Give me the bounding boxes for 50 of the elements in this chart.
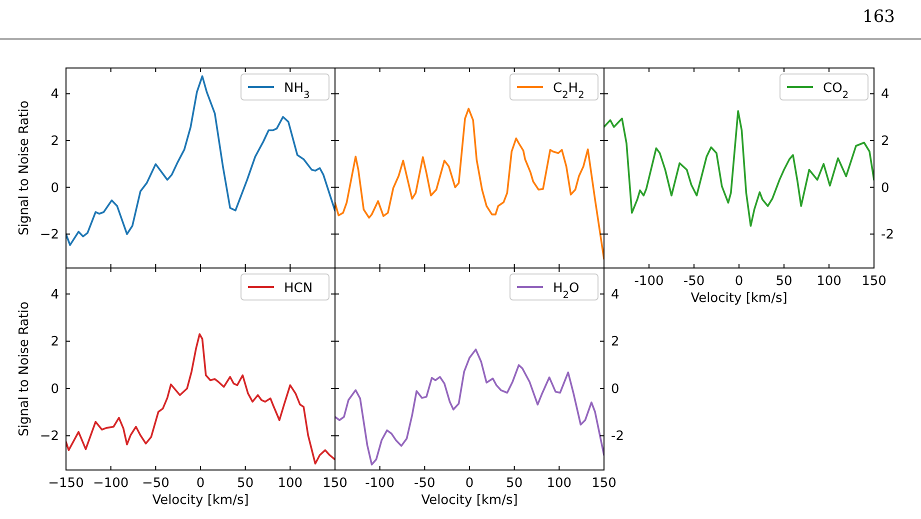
- x-tick-label: 50: [776, 274, 792, 289]
- y-tick-label: 4: [50, 87, 59, 102]
- legend-label: NH$_{3}$: [284, 81, 310, 100]
- x-tick-label: 100: [278, 476, 303, 491]
- y2-tick-label: 0: [881, 180, 890, 196]
- x-tick-label: -50: [414, 476, 436, 491]
- y2-tick-label: 4: [881, 87, 890, 102]
- x-tick-label: 100: [546, 476, 572, 491]
- y-tick-label: 2: [50, 334, 59, 350]
- y-tick-label: 0: [50, 180, 59, 196]
- x-tick-label: 100: [816, 274, 842, 289]
- x-tick-label: -100: [634, 274, 664, 289]
- x-tick-label: 50: [506, 476, 523, 491]
- y2-tick-label: 2: [881, 134, 890, 150]
- legend-label: C$_{2}$H$_{2}$: [553, 81, 584, 100]
- x-tick-label: -50: [683, 274, 705, 289]
- legend-label: CO$_{2}$: [823, 81, 849, 100]
- y2-tick-label: 0: [611, 382, 620, 397]
- line-series: [66, 75, 335, 246]
- x-axis-title: Velocity [km/s]: [152, 493, 249, 508]
- x-tick-label: 0: [734, 274, 744, 289]
- legend-label: HCN: [284, 281, 313, 296]
- y-tick-label: 4: [50, 287, 59, 302]
- y-axis-title: Signal to Noise Ratio: [17, 302, 32, 436]
- y-axis-title: Signal to Noise Ratio: [17, 100, 32, 236]
- x-axis-title: Velocity [km/s]: [421, 493, 518, 508]
- x-tick-label: 150: [862, 274, 886, 289]
- y-tick-label: −2: [40, 429, 59, 444]
- x-tick-label: −100: [92, 476, 129, 491]
- y2-tick-label: -2: [611, 429, 624, 444]
- y2-tick-label: 2: [611, 334, 620, 350]
- x-tick-label: 0: [196, 476, 205, 491]
- text: 163: [862, 7, 895, 27]
- y2-tick-label: -2: [881, 228, 894, 243]
- line-series: [335, 348, 604, 466]
- x-tick-label: −50: [142, 476, 170, 491]
- y-tick-label: −2: [40, 228, 59, 243]
- x-tick-label: 50: [237, 476, 254, 491]
- line-series: [604, 110, 874, 227]
- x-tick-label: 150: [322, 476, 348, 491]
- x-tick-label: −150: [48, 476, 84, 491]
- y-tick-label: 0: [50, 382, 59, 397]
- x-tick-label: 150: [592, 476, 616, 491]
- line-series: [66, 333, 335, 465]
- x-axis-title: Velocity [km/s]: [690, 291, 788, 306]
- x-tick-label: -100: [365, 476, 395, 491]
- y-tick-label: 2: [50, 134, 59, 150]
- x-tick-label: 0: [465, 476, 474, 491]
- y2-tick-label: 4: [611, 287, 620, 302]
- legend-label: H$_{2}$O: [553, 281, 580, 300]
